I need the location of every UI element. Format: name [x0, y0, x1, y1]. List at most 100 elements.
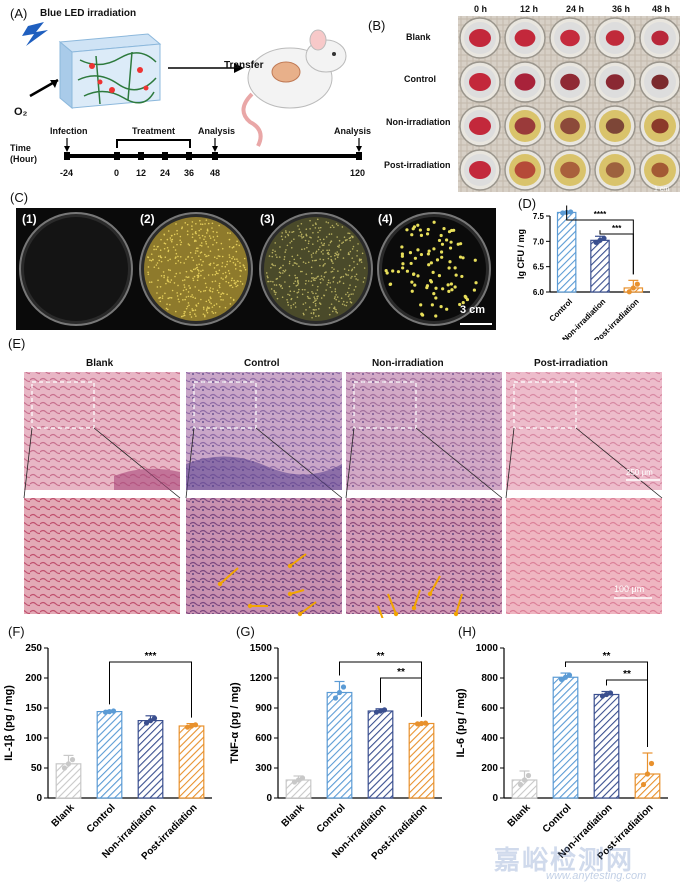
colony — [454, 273, 458, 277]
colony — [183, 310, 186, 313]
bar — [408, 722, 435, 799]
colony — [194, 297, 197, 300]
arrow-head — [411, 605, 417, 611]
colony — [349, 239, 351, 242]
cell-arrow — [289, 553, 307, 567]
colony — [341, 303, 344, 305]
colony — [459, 242, 463, 246]
colony — [330, 303, 333, 305]
colony — [183, 284, 186, 286]
colony — [292, 264, 294, 267]
o2-label: O₂ — [14, 106, 28, 118]
colony — [214, 311, 217, 314]
colony — [312, 312, 315, 315]
colony — [442, 226, 446, 231]
colony — [148, 281, 151, 283]
tnfa-bar-chart: 0 300 600 900 1200 1500 TNF-α (pg / mg) Blank Co… — [229, 643, 442, 862]
colony — [325, 289, 327, 291]
colony — [192, 259, 195, 262]
colony — [336, 282, 339, 284]
colony — [299, 257, 302, 260]
il1b-bar-chart: 0 50 100 150 200 250 IL-1β (pg / mg) Blank Contr… — [3, 643, 212, 862]
colony — [236, 240, 238, 243]
colony — [350, 293, 353, 295]
colony — [281, 238, 284, 241]
colony — [191, 256, 193, 259]
colony — [160, 260, 163, 263]
colony — [191, 308, 193, 310]
colony — [450, 288, 454, 292]
colony — [194, 268, 197, 270]
y-tick-label: 400 — [481, 733, 498, 744]
colony — [307, 297, 310, 299]
wound — [469, 73, 491, 91]
colony — [176, 243, 178, 246]
wound — [469, 161, 491, 179]
colony — [205, 232, 208, 234]
watermark-url: www.anytesting.com — [546, 870, 647, 882]
colony — [205, 242, 208, 245]
colony — [189, 311, 191, 314]
colony — [342, 282, 345, 285]
colony — [286, 244, 289, 247]
colony — [165, 307, 168, 310]
wound — [605, 74, 625, 90]
colony — [290, 304, 292, 307]
colony — [195, 250, 197, 252]
colony — [317, 315, 320, 317]
colony — [291, 231, 293, 234]
colony — [312, 243, 314, 245]
colony — [426, 227, 430, 232]
transfer-text: Transfer — [224, 60, 264, 71]
colony — [204, 315, 206, 318]
wound — [651, 30, 669, 46]
colony — [288, 231, 291, 233]
colony — [216, 289, 219, 292]
colony — [203, 277, 206, 279]
colony — [292, 303, 295, 306]
hour-label: (Hour) — [10, 154, 37, 164]
bar — [593, 693, 620, 799]
bar — [285, 779, 312, 799]
colony — [150, 259, 153, 262]
colony — [331, 266, 333, 269]
colony — [418, 228, 422, 232]
colony — [347, 295, 350, 298]
lightning-icon — [22, 22, 48, 46]
data-point — [599, 693, 606, 699]
colony — [294, 274, 296, 277]
colony — [349, 236, 352, 239]
colony — [207, 222, 210, 225]
y-tick-label: 0 — [36, 793, 42, 804]
colony — [212, 236, 215, 238]
colony — [348, 287, 350, 290]
colony — [160, 238, 162, 241]
colony — [229, 260, 231, 262]
data-point — [597, 237, 603, 243]
colony — [235, 250, 238, 253]
bar — [556, 211, 577, 293]
colony — [296, 263, 298, 265]
colony — [198, 255, 200, 257]
colony — [274, 293, 277, 296]
colony — [354, 275, 356, 278]
colony — [315, 299, 317, 301]
colony — [213, 256, 216, 258]
colony — [312, 301, 315, 304]
zoom-line — [345, 427, 355, 499]
colony — [279, 272, 282, 274]
colony — [274, 242, 277, 244]
colony — [239, 262, 241, 264]
colony — [302, 261, 305, 263]
colony — [353, 289, 356, 291]
tick-label: 24 — [160, 168, 171, 178]
colony — [222, 278, 224, 280]
colony — [208, 301, 211, 303]
wound-dishes — [458, 16, 680, 192]
data-point — [336, 689, 343, 696]
colony — [430, 303, 434, 307]
treatment-label: Treatment — [132, 126, 176, 136]
colony — [328, 244, 330, 246]
colony — [238, 244, 241, 247]
colony — [330, 271, 333, 273]
